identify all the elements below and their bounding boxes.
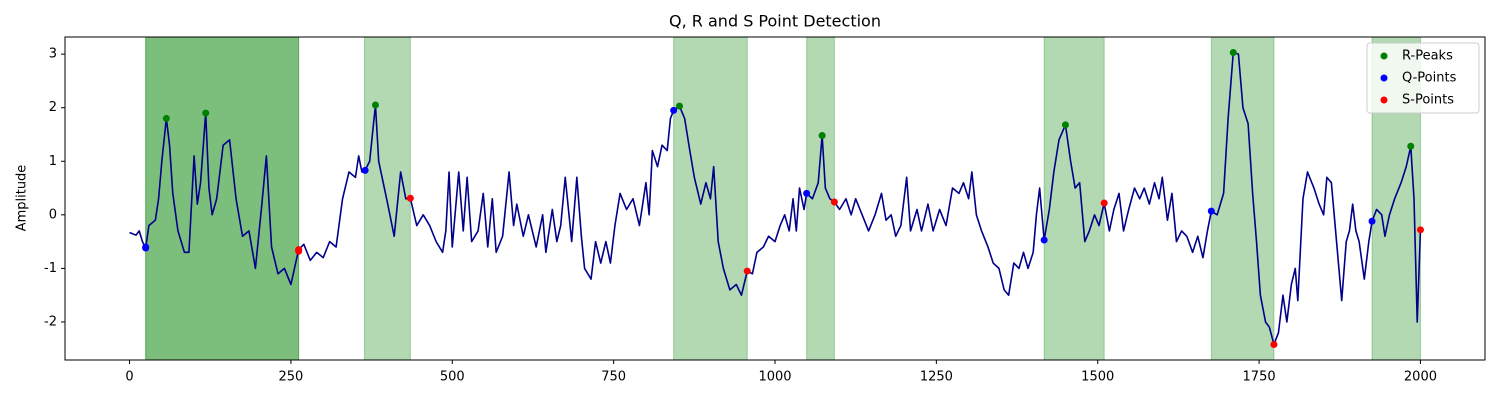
x-tick-label: 1750 bbox=[1243, 370, 1276, 385]
detection-span bbox=[363, 36, 411, 361]
signal-line bbox=[129, 51, 1422, 346]
x-tick-label: 500 bbox=[440, 370, 465, 385]
y-tick-label: 2 bbox=[49, 100, 57, 115]
x-tick-label: 1250 bbox=[920, 370, 953, 385]
legend-label: S-Points bbox=[1402, 93, 1454, 108]
point-marker bbox=[830, 198, 838, 206]
y-tick-label: 1 bbox=[49, 154, 57, 169]
point-marker bbox=[1368, 217, 1376, 225]
x-tick-label: 0 bbox=[125, 370, 133, 385]
point-marker bbox=[295, 247, 303, 255]
y-axis-label: Amplitude bbox=[15, 165, 30, 232]
point-marker bbox=[818, 132, 826, 140]
detection-span bbox=[145, 36, 300, 361]
point-marker bbox=[743, 267, 751, 275]
x-tick-label: 1000 bbox=[758, 370, 791, 385]
point-marker bbox=[202, 109, 210, 117]
legend-marker bbox=[1380, 96, 1388, 104]
y-tick-label: 0 bbox=[49, 207, 57, 222]
point-marker bbox=[142, 243, 150, 251]
y-tick-label: -2 bbox=[44, 314, 57, 329]
point-marker bbox=[803, 189, 811, 197]
plot-frame bbox=[64, 36, 1486, 361]
chart-title: Q, R and S Point Detection bbox=[669, 12, 881, 31]
legend-box bbox=[1366, 42, 1480, 114]
detection-span bbox=[1043, 36, 1105, 361]
point-marker bbox=[406, 194, 414, 202]
point-marker bbox=[371, 101, 379, 109]
x-tick-label: 1500 bbox=[1081, 370, 1114, 385]
detection-span bbox=[1210, 36, 1275, 361]
legend-label: R-Peaks bbox=[1402, 49, 1453, 64]
x-tick-label: 250 bbox=[278, 370, 303, 385]
point-marker bbox=[1100, 199, 1108, 207]
x-tick-label: 750 bbox=[601, 370, 626, 385]
point-marker bbox=[361, 166, 369, 174]
point-marker bbox=[1040, 236, 1048, 244]
point-marker bbox=[1061, 121, 1069, 129]
legend-label: Q-Points bbox=[1402, 71, 1457, 86]
x-tick-label: 2000 bbox=[1404, 370, 1437, 385]
y-tick-label: -1 bbox=[44, 261, 57, 276]
legend-marker bbox=[1380, 52, 1388, 60]
point-marker bbox=[1229, 49, 1237, 57]
detection-span bbox=[145, 36, 300, 361]
point-marker bbox=[1207, 207, 1215, 215]
point-marker bbox=[675, 102, 683, 110]
point-marker bbox=[1407, 142, 1415, 150]
point-marker bbox=[670, 106, 678, 114]
point-marker bbox=[162, 114, 170, 122]
legend-marker bbox=[1380, 74, 1388, 82]
y-tick-label: 3 bbox=[49, 47, 57, 62]
point-marker bbox=[1270, 340, 1278, 348]
point-marker bbox=[1416, 226, 1424, 234]
